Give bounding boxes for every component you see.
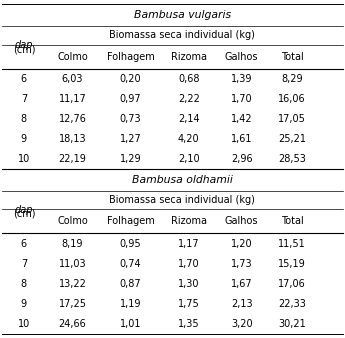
Text: 1,61: 1,61 <box>231 134 253 144</box>
Text: 16,06: 16,06 <box>278 94 306 104</box>
Text: Galhos: Galhos <box>225 52 258 62</box>
Text: 9: 9 <box>21 298 27 309</box>
Text: 1,20: 1,20 <box>231 239 253 248</box>
Text: 7: 7 <box>21 259 27 268</box>
Text: Total: Total <box>281 216 303 226</box>
Text: Colmo: Colmo <box>57 52 88 62</box>
Text: 17,06: 17,06 <box>278 279 306 289</box>
Text: 1,29: 1,29 <box>120 154 141 164</box>
Text: Biomassa seca individual (kg): Biomassa seca individual (kg) <box>109 195 255 205</box>
Text: 0,73: 0,73 <box>120 114 141 124</box>
Text: 1,70: 1,70 <box>178 259 199 268</box>
Text: Biomassa seca individual (kg): Biomassa seca individual (kg) <box>109 30 255 40</box>
Text: Galhos: Galhos <box>225 216 258 226</box>
Text: 2,13: 2,13 <box>231 298 253 309</box>
Text: 1,17: 1,17 <box>178 239 199 248</box>
Text: 6: 6 <box>21 74 27 84</box>
Text: 1,01: 1,01 <box>120 319 141 329</box>
Text: 10: 10 <box>18 319 30 329</box>
Text: dap: dap <box>15 205 33 215</box>
Text: 6,03: 6,03 <box>62 74 83 84</box>
Text: 0,97: 0,97 <box>120 94 141 104</box>
Text: (cm): (cm) <box>13 44 35 54</box>
Text: Rizoma: Rizoma <box>171 52 207 62</box>
Text: Rizoma: Rizoma <box>171 216 207 226</box>
Text: 8: 8 <box>21 114 27 124</box>
Text: 2,14: 2,14 <box>178 114 199 124</box>
Text: 17,25: 17,25 <box>59 298 87 309</box>
Text: dap: dap <box>15 40 33 50</box>
Text: 3,20: 3,20 <box>231 319 253 329</box>
Text: Bambusa vulgaris: Bambusa vulgaris <box>134 10 231 20</box>
Text: 0,87: 0,87 <box>120 279 141 289</box>
Text: Folhagem: Folhagem <box>107 216 155 226</box>
Text: Colmo: Colmo <box>57 216 88 226</box>
Text: 10: 10 <box>18 154 30 164</box>
Text: 0,74: 0,74 <box>120 259 141 268</box>
Text: 7: 7 <box>21 94 27 104</box>
Text: 22,33: 22,33 <box>278 298 306 309</box>
Text: 8,19: 8,19 <box>62 239 83 248</box>
Text: 8,29: 8,29 <box>281 74 303 84</box>
Text: 1,39: 1,39 <box>231 74 253 84</box>
Text: 1,75: 1,75 <box>178 298 200 309</box>
Text: 1,42: 1,42 <box>231 114 253 124</box>
Text: 11,03: 11,03 <box>59 259 86 268</box>
Text: 28,53: 28,53 <box>278 154 306 164</box>
Text: 9: 9 <box>21 134 27 144</box>
Text: 2,10: 2,10 <box>178 154 199 164</box>
Text: 1,27: 1,27 <box>120 134 141 144</box>
Text: 15,19: 15,19 <box>278 259 306 268</box>
Text: 12,76: 12,76 <box>59 114 87 124</box>
Text: (cm): (cm) <box>13 209 35 219</box>
Text: 25,21: 25,21 <box>278 134 306 144</box>
Text: 1,73: 1,73 <box>231 259 253 268</box>
Text: 22,19: 22,19 <box>59 154 87 164</box>
Text: 2,22: 2,22 <box>178 94 200 104</box>
Text: 1,70: 1,70 <box>231 94 253 104</box>
Text: 2,96: 2,96 <box>231 154 253 164</box>
Text: 11,51: 11,51 <box>278 239 306 248</box>
Text: 6: 6 <box>21 239 27 248</box>
Text: 17,05: 17,05 <box>278 114 306 124</box>
Text: Folhagem: Folhagem <box>107 52 155 62</box>
Text: 30,21: 30,21 <box>278 319 306 329</box>
Text: 1,67: 1,67 <box>231 279 253 289</box>
Text: 1,30: 1,30 <box>178 279 199 289</box>
Text: 11,17: 11,17 <box>59 94 87 104</box>
Text: 4,20: 4,20 <box>178 134 199 144</box>
Text: Bambusa oldhamii: Bambusa oldhamii <box>132 175 233 185</box>
Text: 0,68: 0,68 <box>178 74 199 84</box>
Text: 13,22: 13,22 <box>59 279 87 289</box>
Text: 1,35: 1,35 <box>178 319 199 329</box>
Text: Total: Total <box>281 52 303 62</box>
Text: 1,19: 1,19 <box>120 298 141 309</box>
Text: 24,66: 24,66 <box>59 319 87 329</box>
Text: 0,95: 0,95 <box>120 239 141 248</box>
Text: 18,13: 18,13 <box>59 134 86 144</box>
Text: 0,20: 0,20 <box>120 74 141 84</box>
Text: 8: 8 <box>21 279 27 289</box>
